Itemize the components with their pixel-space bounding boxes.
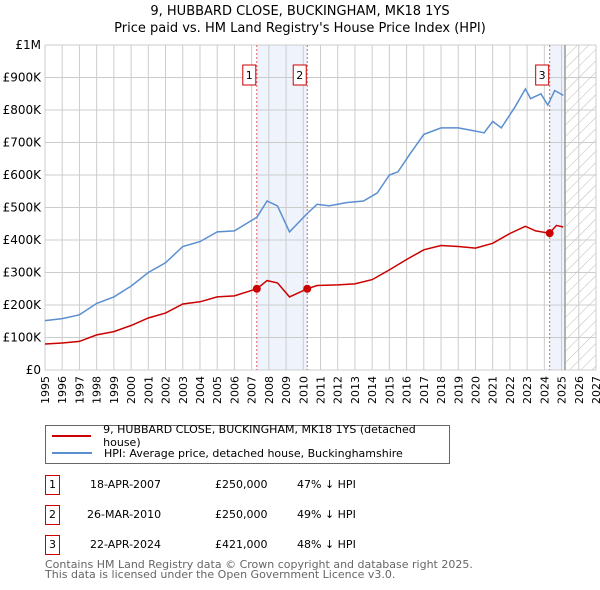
sale-hpi-diff: 47% ↓ HPI xyxy=(297,478,356,491)
sale-point xyxy=(303,284,312,293)
price-chart: 1995 1996 1997 1998 1999 2000 2001 2002 2003 2004… xyxy=(3,38,600,404)
x-tick-label: 2013 xyxy=(349,376,362,404)
x-tick-label: 2015 xyxy=(383,376,396,404)
y-tick-label: £600K xyxy=(3,168,43,182)
x-tick-label: 2003 xyxy=(177,376,190,404)
series-line xyxy=(44,87,564,322)
x-tick-label: 2002 xyxy=(160,376,173,404)
series-line xyxy=(44,224,564,345)
sale-marker-label: 3 xyxy=(539,69,546,82)
x-tick-label: 2009 xyxy=(280,376,293,404)
chart-title: 9, HUBBARD CLOSE, BUCKINGHAM, MK18 1YS xyxy=(150,4,450,19)
sale-row: 1 18-APR-2007 £250,000 47% ↓ HPI xyxy=(45,475,465,495)
x-tick-label: 2026 xyxy=(573,376,586,404)
sale-marker-box xyxy=(292,64,307,86)
sale-marker-label: 2 xyxy=(296,69,303,82)
x-tick-label: 1995 xyxy=(39,376,52,404)
sale-marker-box xyxy=(535,64,550,86)
sale-marker-box xyxy=(242,64,257,86)
sale-row: 2 26-MAR-2010 £250,000 49% ↓ HPI xyxy=(45,505,465,525)
y-tick-label: £200K xyxy=(3,298,43,312)
x-tick-label: 2012 xyxy=(332,376,345,404)
x-tick-label: 2010 xyxy=(297,376,310,404)
sale-hpi-diff: 49% ↓ HPI xyxy=(297,508,356,521)
x-tick-label: 2018 xyxy=(435,376,448,404)
x-tick-label: 2007 xyxy=(246,376,259,404)
footer-copyright: Contains HM Land Registry data © Crown c… xyxy=(45,558,473,571)
x-tick-label: 2011 xyxy=(315,376,328,404)
legend-swatch-hpi xyxy=(52,452,92,454)
footer: Contains HM Land Registry data © Crown c… xyxy=(45,558,473,581)
x-tick-label: 2016 xyxy=(401,376,414,404)
x-tick-label: 2019 xyxy=(452,376,465,404)
x-tick-label: 2008 xyxy=(263,376,276,404)
y-tick-label: £100K xyxy=(3,331,43,345)
x-tick-label: 2024 xyxy=(538,376,551,404)
sale-price: £421,000 xyxy=(215,538,268,551)
sale-hpi-diff: 48% ↓ HPI xyxy=(297,538,356,551)
x-tick-label: 2022 xyxy=(504,376,517,404)
y-tick-label: £0 xyxy=(26,363,41,377)
y-tick-label: £500K xyxy=(3,201,43,215)
sale-price: £250,000 xyxy=(215,478,268,491)
sale-date: 26-MAR-2010 xyxy=(87,508,162,521)
x-tick-label: 1998 xyxy=(91,376,104,404)
y-tick-label: £300K xyxy=(3,266,43,280)
sale-date: 22-APR-2024 xyxy=(90,538,162,551)
y-tick-label: £900K xyxy=(3,71,43,85)
y-tick-label: £400K xyxy=(3,233,43,247)
sale-marker-label: 1 xyxy=(246,69,253,82)
sale-badge: 1 xyxy=(45,475,60,495)
legend: 9, HUBBARD CLOSE, BUCKINGHAM, MK18 1YS (… xyxy=(45,423,450,464)
x-tick-label: 1996 xyxy=(56,376,69,404)
x-tick-label: 2004 xyxy=(194,376,207,404)
y-tick-label: £700K xyxy=(3,136,43,150)
x-tick-label: 1997 xyxy=(73,376,86,404)
x-tick-label: 1999 xyxy=(108,376,121,404)
y-tick-label: £800K xyxy=(3,103,43,117)
sale-row: 3 22-APR-2024 £421,000 48% ↓ HPI xyxy=(45,535,465,555)
sale-point xyxy=(545,229,554,238)
x-tick-label: 2014 xyxy=(366,376,379,404)
sale-point xyxy=(252,284,261,293)
x-tick-label: 2023 xyxy=(521,376,534,404)
chart-subtitle: Price paid vs. HM Land Registry's House … xyxy=(114,21,486,36)
legend-label-property: 9, HUBBARD CLOSE, BUCKINGHAM, MK18 1YS (… xyxy=(103,423,416,449)
x-tick-label: 2005 xyxy=(211,376,224,404)
x-tick-label: 2020 xyxy=(469,376,482,404)
x-tick-label: 2001 xyxy=(142,376,155,404)
legend-label-hpi: HPI: Average price, detached house, Buck… xyxy=(104,446,403,460)
x-tick-label: 2021 xyxy=(487,376,500,404)
x-tick-label: 2006 xyxy=(228,376,241,404)
sale-price: £250,000 xyxy=(215,508,268,521)
sale-badge: 2 xyxy=(45,505,60,525)
sale-badge: 3 xyxy=(45,535,60,555)
x-tick-label: 2025 xyxy=(556,376,569,404)
sale-date: 18-APR-2007 xyxy=(90,478,162,491)
x-tick-label: 2000 xyxy=(125,376,138,404)
y-tick-label: £1M xyxy=(15,38,41,52)
x-tick-label: 2017 xyxy=(418,376,431,404)
x-tick-label: 2027 xyxy=(590,376,600,404)
footer-licence: This data is licensed under the Open Gov… xyxy=(45,568,396,581)
legend-swatch-property xyxy=(52,435,92,437)
